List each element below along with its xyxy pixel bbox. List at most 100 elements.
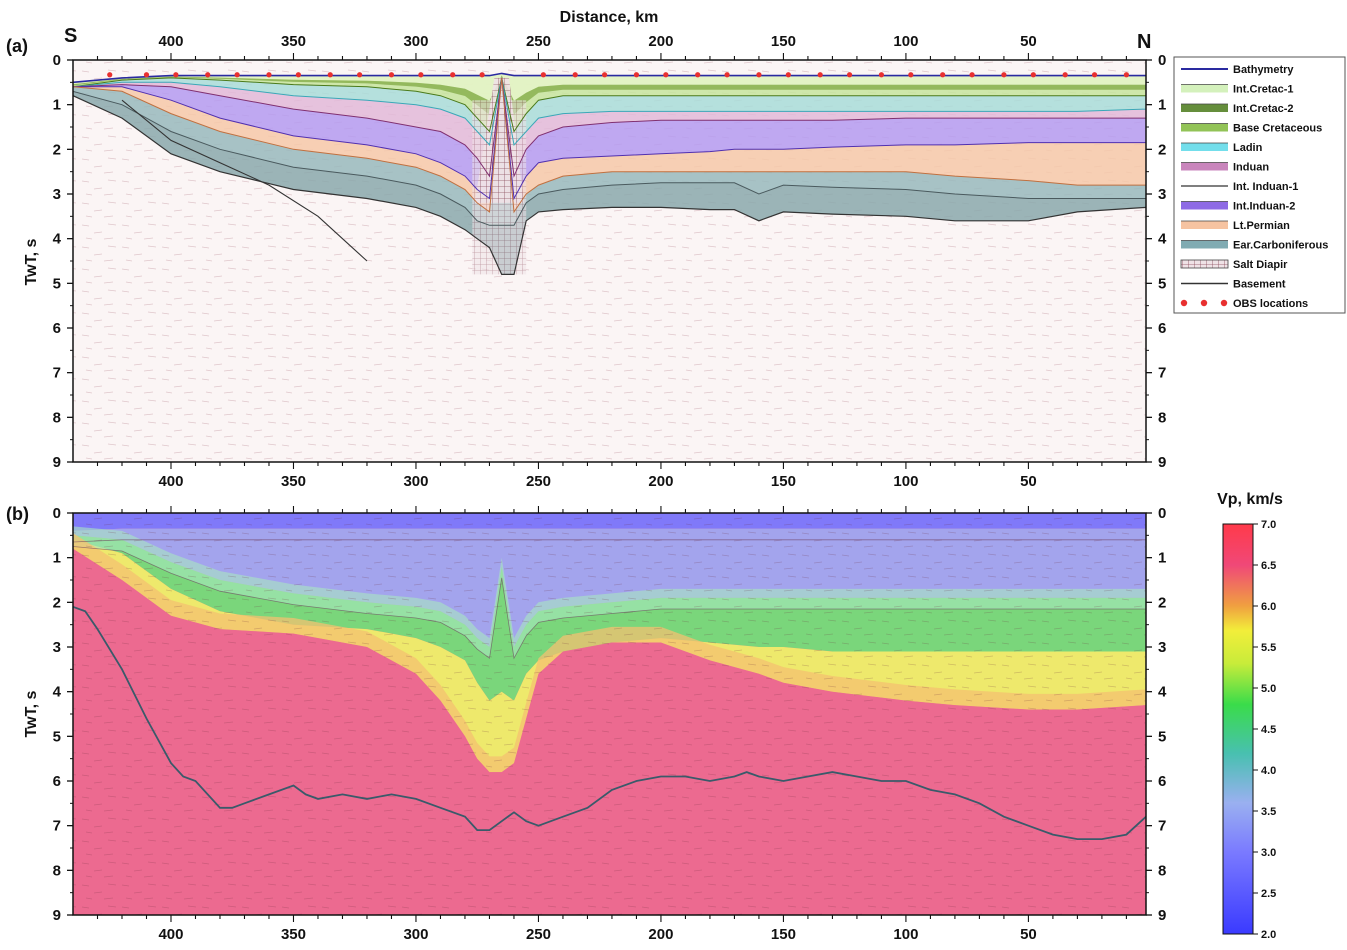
x-tick-label-bottom: 300	[403, 926, 428, 943]
panel-a: 0 0 1 1 2 2 3 3 4 4 5 5 6 6 7 7 8 8 9 9 400 400 350 350 300 300 25…	[53, 33, 1167, 490]
horizon-ladin	[73, 77, 1146, 146]
panel-b-seismic-texture	[73, 513, 1146, 915]
obs-location	[295, 72, 301, 78]
obs-location	[540, 72, 546, 78]
x-tick-label-bottom: 100	[893, 926, 918, 943]
obs-location	[756, 72, 762, 78]
y-tick-label-left: 3	[53, 639, 61, 656]
y-tick-label-left: 6	[53, 773, 61, 790]
colorbar-tick-label: 6.0	[1261, 601, 1276, 613]
obs-location	[450, 72, 456, 78]
y-tick-label-right: 2	[1158, 141, 1166, 158]
layer-carboniferous-base	[73, 91, 1146, 275]
panel-a-label: (a)	[6, 36, 28, 56]
legend-swatch-dot	[1200, 299, 1208, 307]
legend-swatch	[1181, 201, 1228, 210]
y-tick-label-left: 6	[53, 320, 61, 337]
legend-label: Induan	[1233, 162, 1269, 174]
legend-swatch	[1181, 84, 1228, 93]
obs-location	[572, 72, 578, 78]
obs-location	[205, 72, 211, 78]
panel-a-axes: 0 0 1 1 2 2 3 3 4 4 5 5 6 6 7 7 8 8 9 9 400 400 350 350 300 300 25…	[53, 33, 1167, 490]
panel-b-reflector	[73, 539, 1146, 543]
x-tick-label-top: 300	[403, 33, 428, 50]
layer-int-cretac-2	[73, 75, 1146, 115]
y-tick-label-left: 3	[53, 186, 61, 203]
colorbar: Vp, km/s 7.0 6.5 6.0 5.5 5.0 4.5 4.0 3.5 3.0 2.5 2…	[1217, 491, 1283, 941]
x-tick-label-top: 350	[281, 33, 306, 50]
obs-location	[1091, 72, 1098, 78]
y-tick-label-right: 9	[1158, 907, 1166, 924]
legend-swatch-dot	[1220, 299, 1228, 307]
obs-location	[357, 72, 363, 78]
legend-swatch	[1181, 104, 1228, 112]
panel-a-horizon-lines	[73, 72, 1146, 275]
x-tick-label-top: 100	[893, 33, 918, 50]
y-tick-label-left: 4	[53, 684, 62, 701]
horizon-int-induan-2	[73, 77, 1146, 201]
colorbar-tick-label: 4.5	[1261, 724, 1276, 736]
obs-location	[1062, 72, 1068, 78]
x-tick-label-bottom: 400	[158, 926, 183, 943]
deep-reflector	[121, 99, 368, 262]
legend-swatch	[1181, 240, 1228, 249]
obs-location	[418, 72, 424, 78]
x-tick-label-bottom: 300	[403, 473, 428, 490]
legend-label: Int. Induan-1	[1233, 181, 1298, 193]
x-tick-label-top: 250	[526, 33, 551, 50]
legend-label: Basement	[1233, 279, 1286, 291]
x-tick-label-bottom: 200	[648, 926, 673, 943]
legend-label: Ear.Carboniferous	[1233, 240, 1328, 252]
panel-b: 0 0 1 1 2 2 3 3 4 4 5 5 6 6 7 7 8 8 9 9 400 350 300 250 200 150 10…	[53, 505, 1167, 943]
y-tick-label-right: 6	[1158, 320, 1166, 337]
legend-swatch	[1180, 259, 1229, 269]
layer-int-induan-2	[73, 77, 1146, 199]
x-tick-label-top: 400	[158, 33, 183, 50]
y-tick-label-right: 3	[1158, 186, 1166, 203]
obs-location	[908, 72, 914, 78]
obs-location	[969, 72, 975, 78]
legend-label: Int.Induan-2	[1233, 201, 1295, 213]
x-tick-label-bottom: 350	[281, 473, 306, 490]
legend-swatch	[1181, 143, 1228, 151]
horizon-basement	[73, 95, 1146, 275]
panel-b-basement-line	[73, 539, 1146, 840]
obs-location	[785, 72, 791, 78]
y-tick-label-left: 5	[53, 275, 61, 292]
y-tick-label-left: 9	[53, 907, 61, 924]
obs-location	[1030, 72, 1036, 78]
y-axis-title-b: TwT, s	[23, 690, 40, 737]
obs-location	[266, 72, 272, 78]
colorbar-tick-label: 2.5	[1261, 888, 1276, 900]
legend: Bathymetry Int.Cretac-1 Int.Cretac-2 Base C…	[1173, 56, 1346, 314]
obs-location	[663, 72, 669, 78]
x-tick-label-bottom: 350	[281, 926, 306, 943]
y-tick-label-left: 2	[53, 594, 61, 611]
horizon-lt-permian	[73, 77, 1146, 214]
colorbar-tick-label: 6.5	[1261, 560, 1276, 572]
colorbar-tick-label: 3.5	[1261, 806, 1276, 818]
x-tick-label-bottom: 150	[771, 473, 796, 490]
legend-label: Base Cretaceous	[1233, 123, 1322, 135]
obs-location	[940, 72, 946, 78]
panel-a-obs-markers	[107, 72, 1130, 78]
x-tick-label-top: 200	[648, 33, 673, 50]
obs-location	[173, 72, 179, 78]
layer-induan	[73, 77, 1146, 177]
y-tick-label-right: 4	[1158, 231, 1167, 248]
obs-location	[633, 72, 640, 78]
y-tick-label-right: 0	[1158, 52, 1166, 69]
panel-b-reflector	[73, 546, 1146, 660]
y-tick-label-left: 0	[53, 52, 61, 69]
obs-location	[234, 72, 240, 78]
horizon-base-cretaceous	[73, 77, 1146, 133]
colorbar-tick-label: 5.5	[1261, 642, 1276, 654]
north-label: N	[1137, 31, 1151, 53]
y-tick-label-left: 7	[53, 365, 61, 382]
y-tick-label-right: 1	[1158, 550, 1166, 567]
legend-swatch	[1181, 162, 1228, 171]
y-tick-label-right: 4	[1158, 684, 1167, 701]
legend-label: Ladin	[1233, 142, 1263, 154]
y-tick-label-left: 9	[53, 454, 61, 471]
basement-line	[73, 605, 1146, 840]
